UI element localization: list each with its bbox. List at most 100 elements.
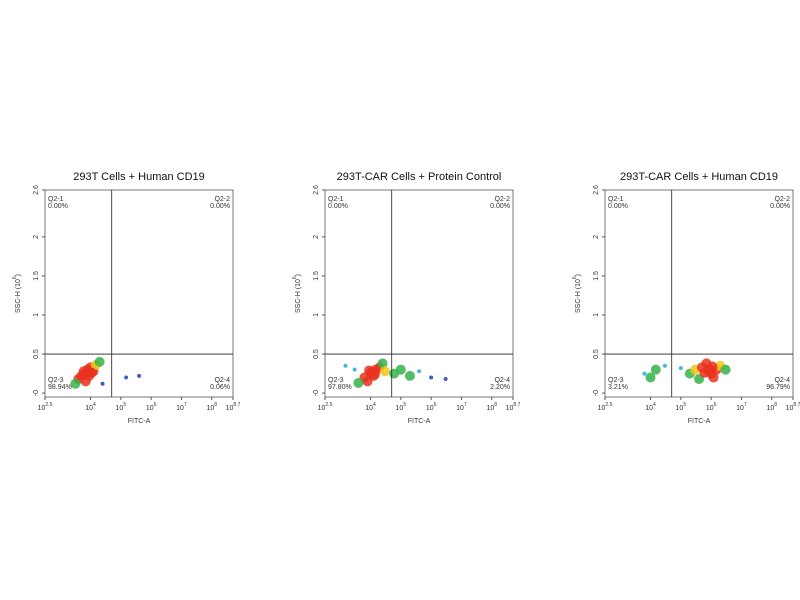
x-tick-base: 10 xyxy=(486,405,494,412)
event-point xyxy=(124,375,129,380)
event-point xyxy=(645,372,656,383)
event-point xyxy=(379,366,390,377)
quadrant-name: Q2-2 xyxy=(774,196,790,203)
y-tick-label: 2 xyxy=(593,235,600,239)
y-tick-label: 0.5 xyxy=(313,349,320,359)
quadrant-percent: 0.00% xyxy=(48,203,68,210)
quadrant-percent: 0.06% xyxy=(210,384,230,391)
y-tick-label: -0 xyxy=(313,390,320,396)
x-axis-label: FITC-A xyxy=(688,418,711,425)
x-tick-label: 105 xyxy=(676,402,687,412)
y-tick-label: -0 xyxy=(593,390,600,396)
y-tick-label: 2 xyxy=(313,235,320,239)
event-point xyxy=(377,358,388,369)
y-label-exp: 6 xyxy=(292,276,298,279)
quadrant-name: Q2-1 xyxy=(328,196,344,203)
x-tick-label: 106 xyxy=(146,402,157,412)
x-tick-label: 106 xyxy=(426,402,437,412)
x-tick-exp: 6 xyxy=(434,402,437,408)
quadrant-percent: 3.21% xyxy=(608,384,628,391)
y-axis-label: SSC-H (106) xyxy=(292,274,302,313)
y-label-end: ) xyxy=(15,274,22,276)
x-tick-base: 10 xyxy=(786,405,794,412)
x-tick-base: 10 xyxy=(146,405,154,412)
y-tick-label: 0.5 xyxy=(593,349,600,359)
chart-title: 293T Cells + Human CD19 xyxy=(73,171,205,183)
quadrant-percent: 0.00% xyxy=(490,203,510,210)
x-tick-label: 107 xyxy=(456,402,467,412)
event-point xyxy=(720,364,731,375)
y-tick-label: 2.6 xyxy=(33,185,40,195)
x-tick-exp: 8.7 xyxy=(513,402,520,408)
x-tick-label: 107 xyxy=(176,402,187,412)
quadrant-name: Q2-3 xyxy=(608,377,624,384)
y-tick-label: 1 xyxy=(593,313,600,317)
x-tick-exp: 8 xyxy=(214,402,217,408)
y-label-exp: 6 xyxy=(572,276,578,279)
x-tick-base: 10 xyxy=(396,405,404,412)
x-tick-base: 10 xyxy=(38,405,46,412)
event-point xyxy=(708,372,719,383)
x-tick-label: 106 xyxy=(706,402,717,412)
y-label-text: SSC-H (10 xyxy=(15,279,22,313)
x-tick-label: 108 xyxy=(486,402,497,412)
event-point xyxy=(650,364,661,375)
quadrant-name: Q2-1 xyxy=(48,196,64,203)
quadrant-percent: 2.20% xyxy=(490,384,510,391)
quadrant-percent: 0.00% xyxy=(770,203,790,210)
x-tick-label: 102.5 xyxy=(38,402,53,412)
x-tick-exp: 5 xyxy=(403,402,406,408)
x-tick-base: 10 xyxy=(598,405,606,412)
x-tick-exp: 7 xyxy=(184,402,187,408)
x-tick-exp: 2.5 xyxy=(605,402,612,408)
y-tick-label: 1.5 xyxy=(593,271,600,281)
event-point xyxy=(429,375,434,380)
x-tick-base: 10 xyxy=(318,405,326,412)
x-axis-label: FITC-A xyxy=(408,418,431,425)
event-point xyxy=(678,366,683,371)
x-tick-base: 10 xyxy=(706,405,714,412)
x-tick-exp: 8 xyxy=(494,402,497,408)
x-tick-exp: 4 xyxy=(653,402,656,408)
y-tick-label: -0 xyxy=(33,390,40,396)
x-tick-exp: 4 xyxy=(373,402,376,408)
x-axis-label: FITC-A xyxy=(128,418,151,425)
quadrant-name: Q2-3 xyxy=(328,377,344,384)
x-tick-label: 105 xyxy=(396,402,407,412)
quadrant-name: Q2-1 xyxy=(608,196,624,203)
y-label-exp: 6 xyxy=(12,276,18,279)
chart-title: 293T-CAR Cells + Human CD19 xyxy=(620,171,778,183)
x-tick-exp: 4 xyxy=(93,402,96,408)
x-tick-label: 108.7 xyxy=(226,402,241,412)
plot-frame xyxy=(44,189,234,398)
x-tick-label: 102.5 xyxy=(318,402,333,412)
event-point xyxy=(353,377,364,388)
x-tick-exp: 5 xyxy=(123,402,126,408)
y-tick-label: 2.6 xyxy=(593,185,600,195)
quadrant-name: Q2-2 xyxy=(214,196,230,203)
y-tick-label: 1 xyxy=(313,313,320,317)
x-tick-exp: 8.7 xyxy=(233,402,240,408)
x-tick-exp: 8 xyxy=(774,402,777,408)
quadrant-name: Q2-2 xyxy=(494,196,510,203)
y-tick-label: 2.6 xyxy=(313,185,320,195)
event-point xyxy=(395,364,406,375)
event-point xyxy=(343,363,348,368)
quadrant-percent: 97.80% xyxy=(328,384,352,391)
x-tick-base: 10 xyxy=(85,405,93,412)
quadrant-percent: 98.94% xyxy=(48,384,72,391)
x-tick-base: 10 xyxy=(456,405,464,412)
event-point xyxy=(707,361,718,372)
event-point xyxy=(417,369,422,374)
y-label-end: ) xyxy=(295,274,302,276)
event-point xyxy=(364,365,375,376)
y-tick-label: 1.5 xyxy=(313,271,320,281)
y-tick-label: 0.5 xyxy=(33,349,40,359)
x-tick-label: 108.7 xyxy=(786,402,800,412)
quadrant-name: Q2-4 xyxy=(214,377,230,384)
quadrant-name: Q2-3 xyxy=(48,377,64,384)
x-tick-base: 10 xyxy=(766,405,774,412)
x-tick-base: 10 xyxy=(736,405,744,412)
x-tick-label: 108.7 xyxy=(506,402,521,412)
